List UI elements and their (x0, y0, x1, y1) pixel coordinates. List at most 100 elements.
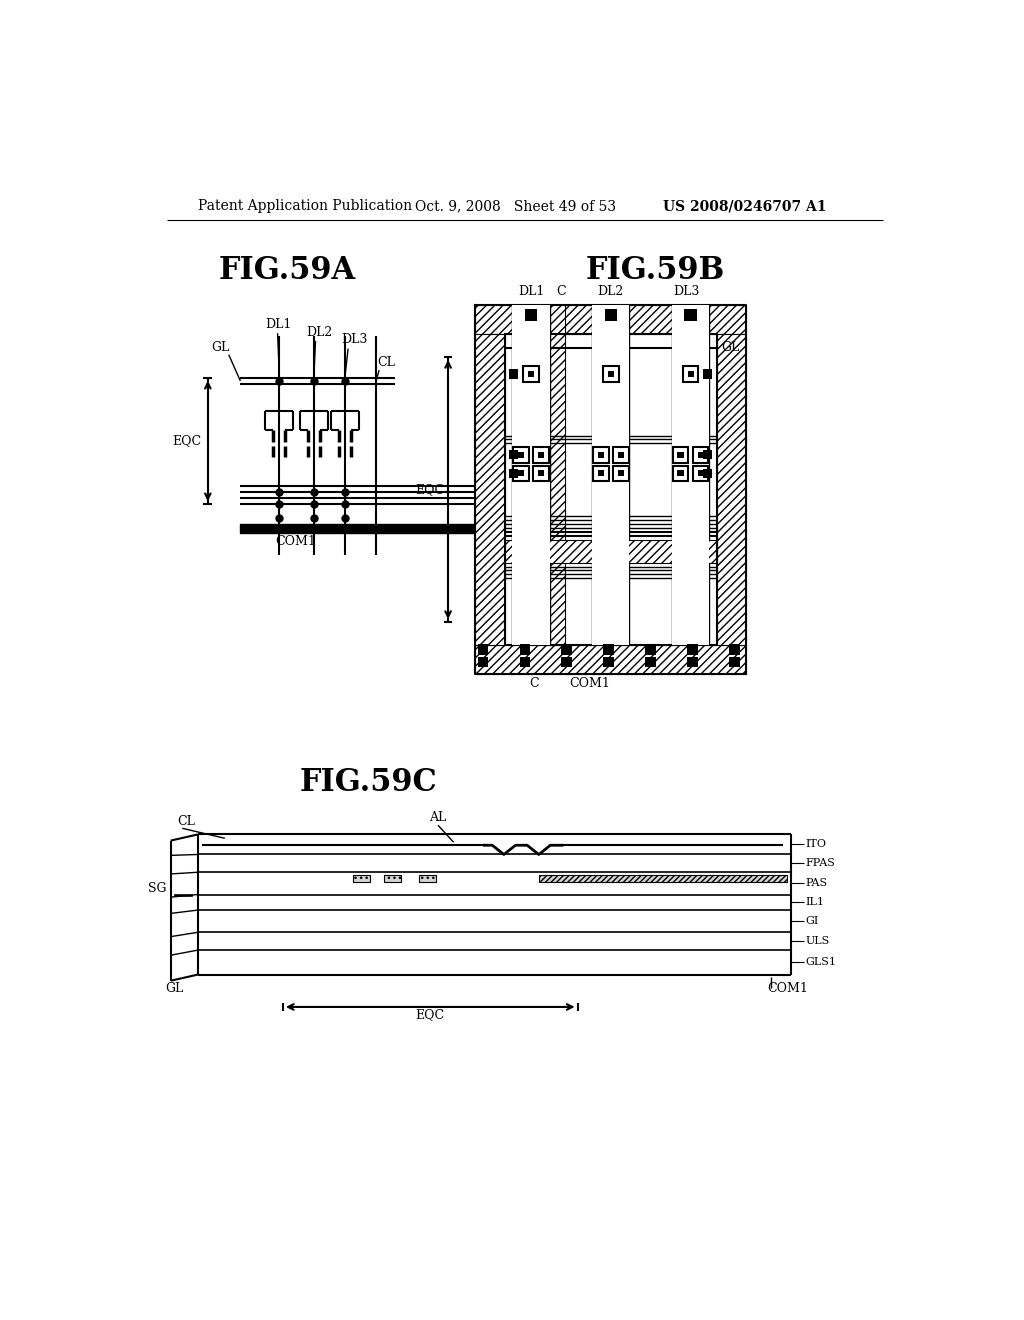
Bar (607, 371, 614, 378)
Bar (678, 470, 684, 477)
Text: EQC: EQC (416, 1008, 444, 1022)
Bar (518, 451, 524, 458)
Bar (519, 656, 530, 668)
Bar (512, 305, 550, 645)
Bar (538, 451, 544, 458)
Bar (198, 895, 791, 909)
Bar (598, 470, 604, 477)
Bar (592, 305, 630, 645)
Bar (593, 466, 608, 480)
Bar (673, 447, 688, 462)
Bar (475, 645, 746, 675)
Bar (528, 371, 535, 378)
Text: EQC: EQC (172, 434, 202, 447)
Bar (509, 370, 518, 379)
Bar (687, 656, 698, 668)
Text: DL3: DL3 (341, 333, 368, 346)
Text: EQC: EQC (415, 483, 444, 496)
Text: DL2: DL2 (598, 285, 624, 298)
Text: SG: SG (148, 882, 167, 895)
Bar (617, 470, 624, 477)
Bar (645, 656, 656, 668)
Bar (538, 470, 544, 477)
Text: CL: CL (177, 816, 195, 828)
Bar (613, 466, 629, 480)
Bar (697, 451, 703, 458)
Bar (512, 540, 550, 562)
Bar (198, 932, 791, 950)
Text: COM1: COM1 (767, 982, 808, 994)
Text: US 2008/0246707 A1: US 2008/0246707 A1 (663, 199, 826, 213)
Bar (693, 466, 709, 480)
Bar (703, 469, 713, 478)
Bar (561, 656, 572, 668)
Bar (523, 367, 539, 381)
Text: IL1: IL1 (805, 898, 824, 907)
Bar (729, 656, 740, 668)
Text: FIG.59C: FIG.59C (299, 767, 437, 797)
Text: FPAS: FPAS (805, 858, 836, 869)
Bar (717, 334, 746, 645)
Text: DL2: DL2 (306, 326, 333, 338)
Text: DL3: DL3 (674, 285, 700, 298)
Bar (509, 469, 518, 478)
Bar (513, 466, 528, 480)
Bar (703, 450, 713, 459)
Text: PAS: PAS (805, 878, 827, 888)
Bar (477, 656, 488, 668)
Bar (684, 309, 697, 321)
Bar (198, 909, 791, 932)
Text: DL1: DL1 (265, 318, 292, 331)
Bar (475, 305, 746, 334)
Bar (352, 875, 370, 882)
Bar (475, 334, 505, 645)
Text: C: C (529, 677, 539, 689)
Text: COM1: COM1 (569, 677, 610, 689)
Bar (534, 447, 549, 462)
Text: GL: GL (211, 341, 229, 354)
Bar (539, 875, 786, 882)
Text: COM1: COM1 (275, 535, 316, 548)
Bar (672, 305, 710, 645)
Bar (598, 451, 604, 458)
Text: GL: GL (165, 982, 183, 994)
Bar (174, 895, 191, 896)
Text: ULS: ULS (805, 936, 829, 946)
Bar (672, 540, 710, 562)
Text: FIG.59B: FIG.59B (586, 255, 725, 285)
Bar (678, 451, 684, 458)
Bar (603, 644, 614, 655)
Bar (198, 950, 791, 974)
Bar (604, 309, 617, 321)
Text: GI: GI (805, 916, 819, 927)
Bar (198, 873, 791, 895)
Text: DL1: DL1 (518, 285, 544, 298)
Text: Oct. 9, 2008   Sheet 49 of 53: Oct. 9, 2008 Sheet 49 of 53 (415, 199, 615, 213)
Bar (241, 524, 488, 533)
Bar (592, 540, 630, 562)
Bar (729, 644, 740, 655)
Bar (687, 644, 698, 655)
Bar (513, 447, 528, 462)
Bar (603, 367, 618, 381)
Bar (534, 466, 549, 480)
Text: ITO: ITO (805, 840, 826, 850)
Text: C: C (556, 285, 566, 298)
Text: GLS1: GLS1 (805, 957, 837, 968)
Bar (519, 644, 530, 655)
Bar (198, 854, 791, 873)
Bar (518, 470, 524, 477)
Bar (617, 451, 624, 458)
Bar (384, 875, 400, 882)
Bar (603, 656, 614, 668)
Bar (703, 370, 713, 379)
Bar (542, 305, 565, 645)
Bar (687, 371, 693, 378)
Bar (505, 540, 717, 562)
Bar (683, 367, 698, 381)
Bar (673, 466, 688, 480)
Bar (477, 644, 488, 655)
Bar (693, 447, 709, 462)
Bar (198, 834, 791, 854)
Text: GL: GL (721, 342, 739, 354)
